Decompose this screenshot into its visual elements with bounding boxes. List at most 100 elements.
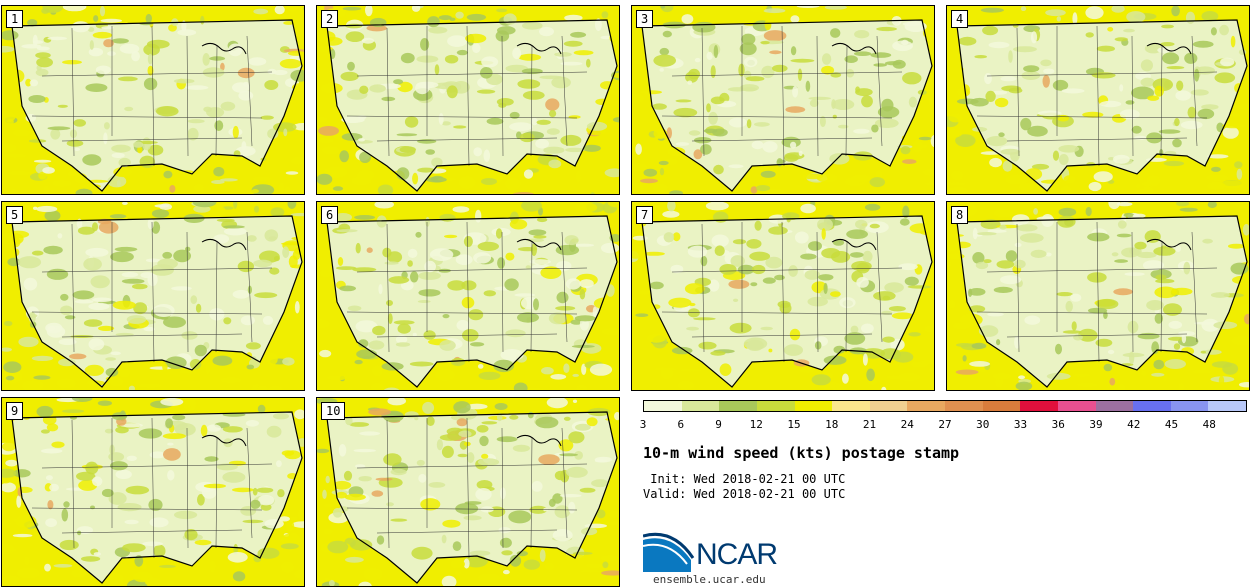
wind-patch bbox=[662, 210, 680, 218]
wind-patch bbox=[563, 416, 571, 421]
member-map-10[interactable]: 10 bbox=[316, 397, 620, 587]
wind-patch bbox=[846, 229, 868, 239]
wind-patch bbox=[996, 260, 1015, 269]
member-map-5[interactable]: 5 bbox=[1, 201, 305, 391]
member-map-3[interactable]: 3 bbox=[631, 5, 935, 195]
wind-patch bbox=[60, 305, 73, 316]
member-map-6[interactable]: 6 bbox=[316, 201, 620, 391]
state-border-line bbox=[215, 437, 218, 549]
wind-patch bbox=[687, 80, 693, 85]
wind-patch bbox=[527, 411, 534, 419]
wind-patch bbox=[711, 234, 729, 248]
state-border-line bbox=[671, 71, 903, 77]
wind-patch bbox=[686, 326, 699, 331]
wind-patch bbox=[105, 573, 124, 584]
wind-patch bbox=[143, 77, 158, 91]
wind-patch bbox=[1142, 186, 1154, 194]
wind-patch bbox=[71, 21, 90, 33]
wind-patch bbox=[873, 63, 887, 67]
land-field bbox=[12, 20, 302, 191]
wind-patch bbox=[1024, 315, 1041, 325]
wind-patch bbox=[1194, 68, 1200, 82]
site-url[interactable]: ensemble.ucar.edu bbox=[653, 573, 766, 586]
wind-patch bbox=[464, 501, 482, 505]
wind-patch bbox=[1085, 206, 1092, 217]
wind-patch bbox=[1093, 171, 1113, 183]
wind-patch bbox=[368, 340, 385, 350]
wind-patch bbox=[850, 325, 859, 334]
wind-patch bbox=[576, 388, 586, 390]
wind-patch bbox=[1210, 27, 1217, 36]
wind-patch bbox=[797, 68, 803, 81]
wind-patch bbox=[1088, 307, 1108, 314]
wind-patch bbox=[779, 302, 792, 314]
wind-patch bbox=[517, 312, 539, 323]
wind-patch bbox=[518, 53, 542, 61]
wind-patch bbox=[322, 36, 343, 46]
wind-patch bbox=[947, 182, 966, 186]
wind-patch bbox=[281, 533, 301, 547]
member-map-2[interactable]: 2 bbox=[316, 5, 620, 195]
wind-patch bbox=[93, 15, 99, 22]
wind-patch bbox=[1052, 79, 1069, 91]
wind-patch bbox=[496, 413, 503, 422]
wind-patch bbox=[473, 252, 492, 264]
wind-patch bbox=[546, 128, 560, 135]
colorbar-tick-label: 45 bbox=[1164, 418, 1179, 431]
wind-patch bbox=[694, 57, 701, 63]
wind-patch bbox=[579, 487, 596, 493]
wind-patch bbox=[714, 245, 725, 256]
wind-patch bbox=[13, 469, 31, 478]
wind-patch bbox=[319, 269, 333, 278]
wind-patch bbox=[291, 521, 304, 528]
wind-patch bbox=[632, 235, 648, 241]
wind-patch bbox=[111, 38, 129, 44]
wind-patch bbox=[232, 571, 246, 582]
wind-patch bbox=[216, 218, 235, 222]
member-map-8[interactable]: 8 bbox=[946, 201, 1250, 391]
wind-patch bbox=[248, 57, 267, 66]
wind-patch bbox=[1037, 110, 1062, 117]
wind-patch bbox=[356, 169, 375, 181]
colorbar-tick-label: 48 bbox=[1202, 418, 1216, 431]
member-map-7[interactable]: 7 bbox=[631, 201, 935, 391]
wind-patch bbox=[1137, 251, 1157, 259]
wind-patch bbox=[450, 559, 465, 569]
wind-patch bbox=[947, 253, 965, 260]
wind-patch bbox=[461, 280, 477, 291]
wind-patch bbox=[760, 41, 770, 45]
wind-patch bbox=[632, 93, 644, 104]
coastline bbox=[641, 19, 933, 192]
member-map-4[interactable]: 4 bbox=[946, 5, 1250, 195]
wind-patch bbox=[640, 178, 658, 184]
wind-patch bbox=[278, 516, 290, 522]
wind-patch bbox=[568, 115, 581, 119]
wind-patch bbox=[353, 448, 376, 453]
wind-patch bbox=[2, 45, 15, 53]
wind-patch bbox=[344, 493, 366, 501]
member-map-1[interactable]: 1 bbox=[1, 5, 305, 195]
wind-patch bbox=[222, 426, 243, 433]
wind-patch bbox=[89, 40, 94, 50]
wind-patch bbox=[590, 192, 595, 194]
wind-patch bbox=[126, 455, 137, 461]
wind-patch bbox=[240, 315, 255, 326]
wind-patch bbox=[900, 146, 911, 155]
wind-patch bbox=[1160, 42, 1175, 47]
wind-patch bbox=[494, 403, 508, 410]
wind-patch bbox=[983, 259, 992, 264]
wind-patch bbox=[662, 30, 672, 38]
wind-patch bbox=[355, 320, 378, 333]
wind-patch bbox=[46, 268, 69, 280]
wind-patch bbox=[273, 413, 289, 420]
wind-patch bbox=[128, 385, 135, 390]
wind-patch bbox=[456, 319, 470, 331]
wind-patch bbox=[325, 475, 330, 484]
wind-patch bbox=[845, 68, 855, 78]
wind-patch bbox=[1014, 259, 1026, 269]
wind-patch bbox=[74, 147, 81, 151]
wind-patch bbox=[279, 58, 302, 69]
member-map-9[interactable]: 9 bbox=[1, 397, 305, 587]
wind-patch bbox=[1213, 321, 1238, 329]
wind-patch bbox=[386, 502, 394, 507]
